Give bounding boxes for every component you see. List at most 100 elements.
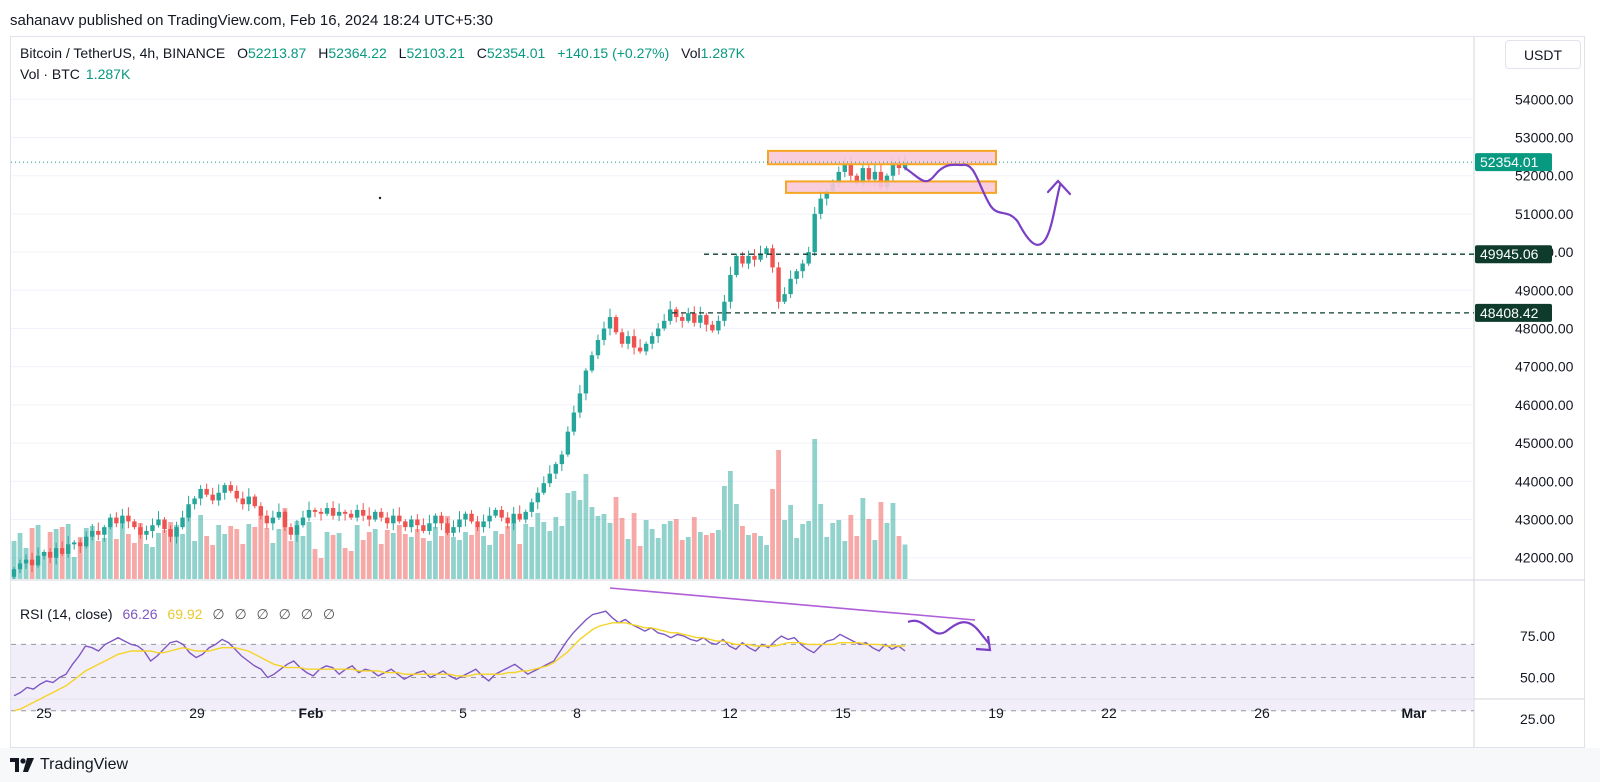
y-tick-label: 44000.00 xyxy=(1515,473,1574,489)
candle-body xyxy=(529,502,534,512)
volume-bar xyxy=(535,513,541,579)
volume-bar xyxy=(872,540,878,579)
na-icon: ∅ xyxy=(234,606,247,622)
candle-body xyxy=(427,523,432,531)
candle-body xyxy=(890,162,896,176)
tradingview-logo[interactable]: TradingView xyxy=(10,756,128,774)
volume-bar xyxy=(451,537,456,579)
candle xyxy=(114,512,119,528)
candle xyxy=(541,476,546,496)
candle-body xyxy=(655,328,661,337)
candle xyxy=(583,368,589,401)
candle-body xyxy=(535,492,540,503)
candle xyxy=(553,461,559,480)
volume-bar xyxy=(228,526,234,579)
candle-body xyxy=(565,431,571,455)
candle-body xyxy=(511,513,516,524)
candle-body xyxy=(668,309,673,321)
candle xyxy=(595,334,601,360)
candle-body xyxy=(722,301,727,321)
candle xyxy=(216,484,221,506)
volume-bar xyxy=(619,518,625,579)
candle-body xyxy=(96,530,101,535)
volume-bar xyxy=(890,503,896,579)
candle-body xyxy=(354,509,360,518)
candle-body xyxy=(680,317,685,321)
volume-bar xyxy=(402,534,408,579)
candle xyxy=(746,250,751,269)
candle-body xyxy=(162,519,167,530)
volume-bar xyxy=(294,521,300,579)
volume-bar xyxy=(589,507,595,579)
rsi-legend[interactable]: RSI (14, close) 66.26 69.92 ∅ ∅ ∅ ∅ ∅ ∅ xyxy=(20,606,335,623)
high-label: H xyxy=(318,45,329,61)
price-chart[interactable]: 54000.0053000.0052000.0051000.0050000.00… xyxy=(0,0,1600,748)
volume-bar xyxy=(463,532,468,579)
volume-bar xyxy=(529,527,535,579)
y-tick-label: 51000.00 xyxy=(1515,206,1574,222)
volume-bar xyxy=(156,533,161,579)
candle-body xyxy=(776,267,781,302)
volume-bar xyxy=(487,545,493,579)
volume-bar xyxy=(354,525,360,579)
volume-bar xyxy=(83,528,89,579)
candle-body xyxy=(132,521,137,528)
volume-series-label: Vol · BTC xyxy=(20,66,80,82)
volume-bar xyxy=(396,525,402,579)
volume-bar xyxy=(372,529,378,579)
candles xyxy=(11,155,908,580)
candle xyxy=(324,502,330,517)
candle-body xyxy=(842,164,847,172)
volume-bar xyxy=(378,544,384,579)
open-value: 52213.87 xyxy=(247,45,307,61)
candle xyxy=(655,323,661,344)
candle-body xyxy=(800,263,805,272)
candle-body xyxy=(487,515,492,522)
candle xyxy=(559,450,565,471)
rsi-label: RSI (14, close) xyxy=(20,606,113,622)
projection-path xyxy=(903,163,1062,246)
volume-bar xyxy=(571,491,577,579)
candle xyxy=(144,525,149,541)
volume-bar xyxy=(806,521,812,579)
candle xyxy=(234,485,239,503)
candle-body xyxy=(541,483,546,493)
volume-bar xyxy=(11,541,17,579)
candle-body xyxy=(234,490,239,499)
volume-bar xyxy=(800,524,806,579)
volume-bar xyxy=(613,497,619,579)
volume-bar xyxy=(643,520,649,579)
y-tick-label: 45000.00 xyxy=(1515,435,1574,451)
volume-bar xyxy=(222,534,228,579)
volume-bar xyxy=(306,522,312,579)
candle-body xyxy=(601,328,607,340)
candle-body xyxy=(198,488,203,499)
volume-bar xyxy=(426,541,432,579)
candle xyxy=(463,511,468,527)
candle-body xyxy=(391,515,396,524)
candle xyxy=(156,511,161,528)
volume-bar xyxy=(65,524,71,579)
volume-bar xyxy=(168,522,173,579)
volume-bar xyxy=(198,515,204,579)
volume-bar xyxy=(312,549,318,579)
candle xyxy=(252,494,258,509)
candle xyxy=(180,510,185,530)
volume-legend[interactable]: Vol · BTC 1.287K xyxy=(20,66,130,82)
y-tick-label: 42000.00 xyxy=(1515,550,1574,566)
candle-body xyxy=(439,515,444,524)
candle xyxy=(330,501,336,520)
candle xyxy=(770,244,775,273)
change-value: +140.15 (+0.27%) xyxy=(557,45,670,61)
currency-button[interactable]: USDT xyxy=(1505,40,1581,69)
volume-bar xyxy=(691,517,697,579)
volume-bar xyxy=(29,528,35,579)
candle xyxy=(523,509,528,524)
volume-bar xyxy=(481,536,486,579)
volume-bar xyxy=(282,508,288,579)
symbol-label[interactable]: Bitcoin / TetherUS, 4h, BINANCE xyxy=(20,45,226,61)
candle-body xyxy=(421,525,426,531)
volume-bar xyxy=(210,545,216,579)
candle xyxy=(210,487,215,505)
volume-bar xyxy=(89,526,95,579)
